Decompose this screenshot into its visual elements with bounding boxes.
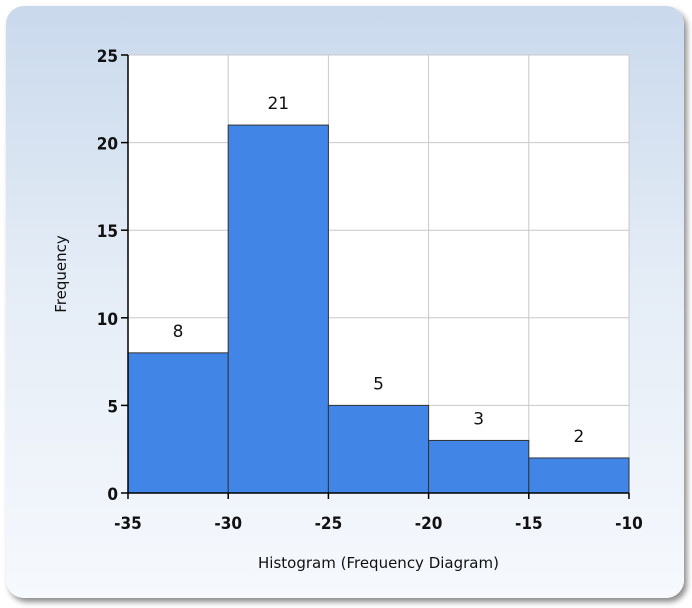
y-tick-label-2: 10: [97, 310, 118, 330]
bar-1: [227, 124, 329, 494]
bar-0: [127, 352, 229, 494]
y-axis-ticks: 0 5 10 15 20 25: [97, 47, 128, 505]
y-tick-label-3: 15: [97, 222, 118, 242]
x-tick-label-4: -15: [515, 514, 543, 534]
bar-3: [428, 439, 530, 494]
bars: [127, 124, 630, 494]
y-tick-label-4: 20: [97, 135, 118, 155]
data-label-3: 3: [473, 409, 484, 429]
y-tick-label-0: 0: [107, 485, 118, 505]
y-tick-label-5: 25: [97, 47, 118, 67]
y-axis-label: Frequency: [52, 235, 70, 313]
x-axis-ticks: -35 -30 -25 -20 -15 -10: [114, 493, 643, 534]
x-axis-label: Histogram (Frequency Diagram): [258, 554, 499, 572]
data-label-0: 8: [173, 322, 184, 342]
data-label-1: 21: [267, 94, 289, 114]
x-tick-label-2: -25: [315, 514, 343, 534]
bar-4: [528, 457, 630, 494]
y-tick-label-1: 5: [107, 397, 118, 417]
data-label-2: 5: [373, 374, 384, 394]
bar-2: [327, 404, 430, 494]
axes: [127, 55, 629, 494]
x-tick-label-1: -30: [214, 514, 242, 534]
data-labels: 8 21 5 3 2: [173, 94, 585, 447]
x-tick-label-5: -10: [615, 514, 643, 534]
x-tick-label-3: -20: [415, 514, 443, 534]
data-label-4: 2: [573, 427, 584, 447]
x-tick-label-0: -35: [114, 514, 142, 534]
